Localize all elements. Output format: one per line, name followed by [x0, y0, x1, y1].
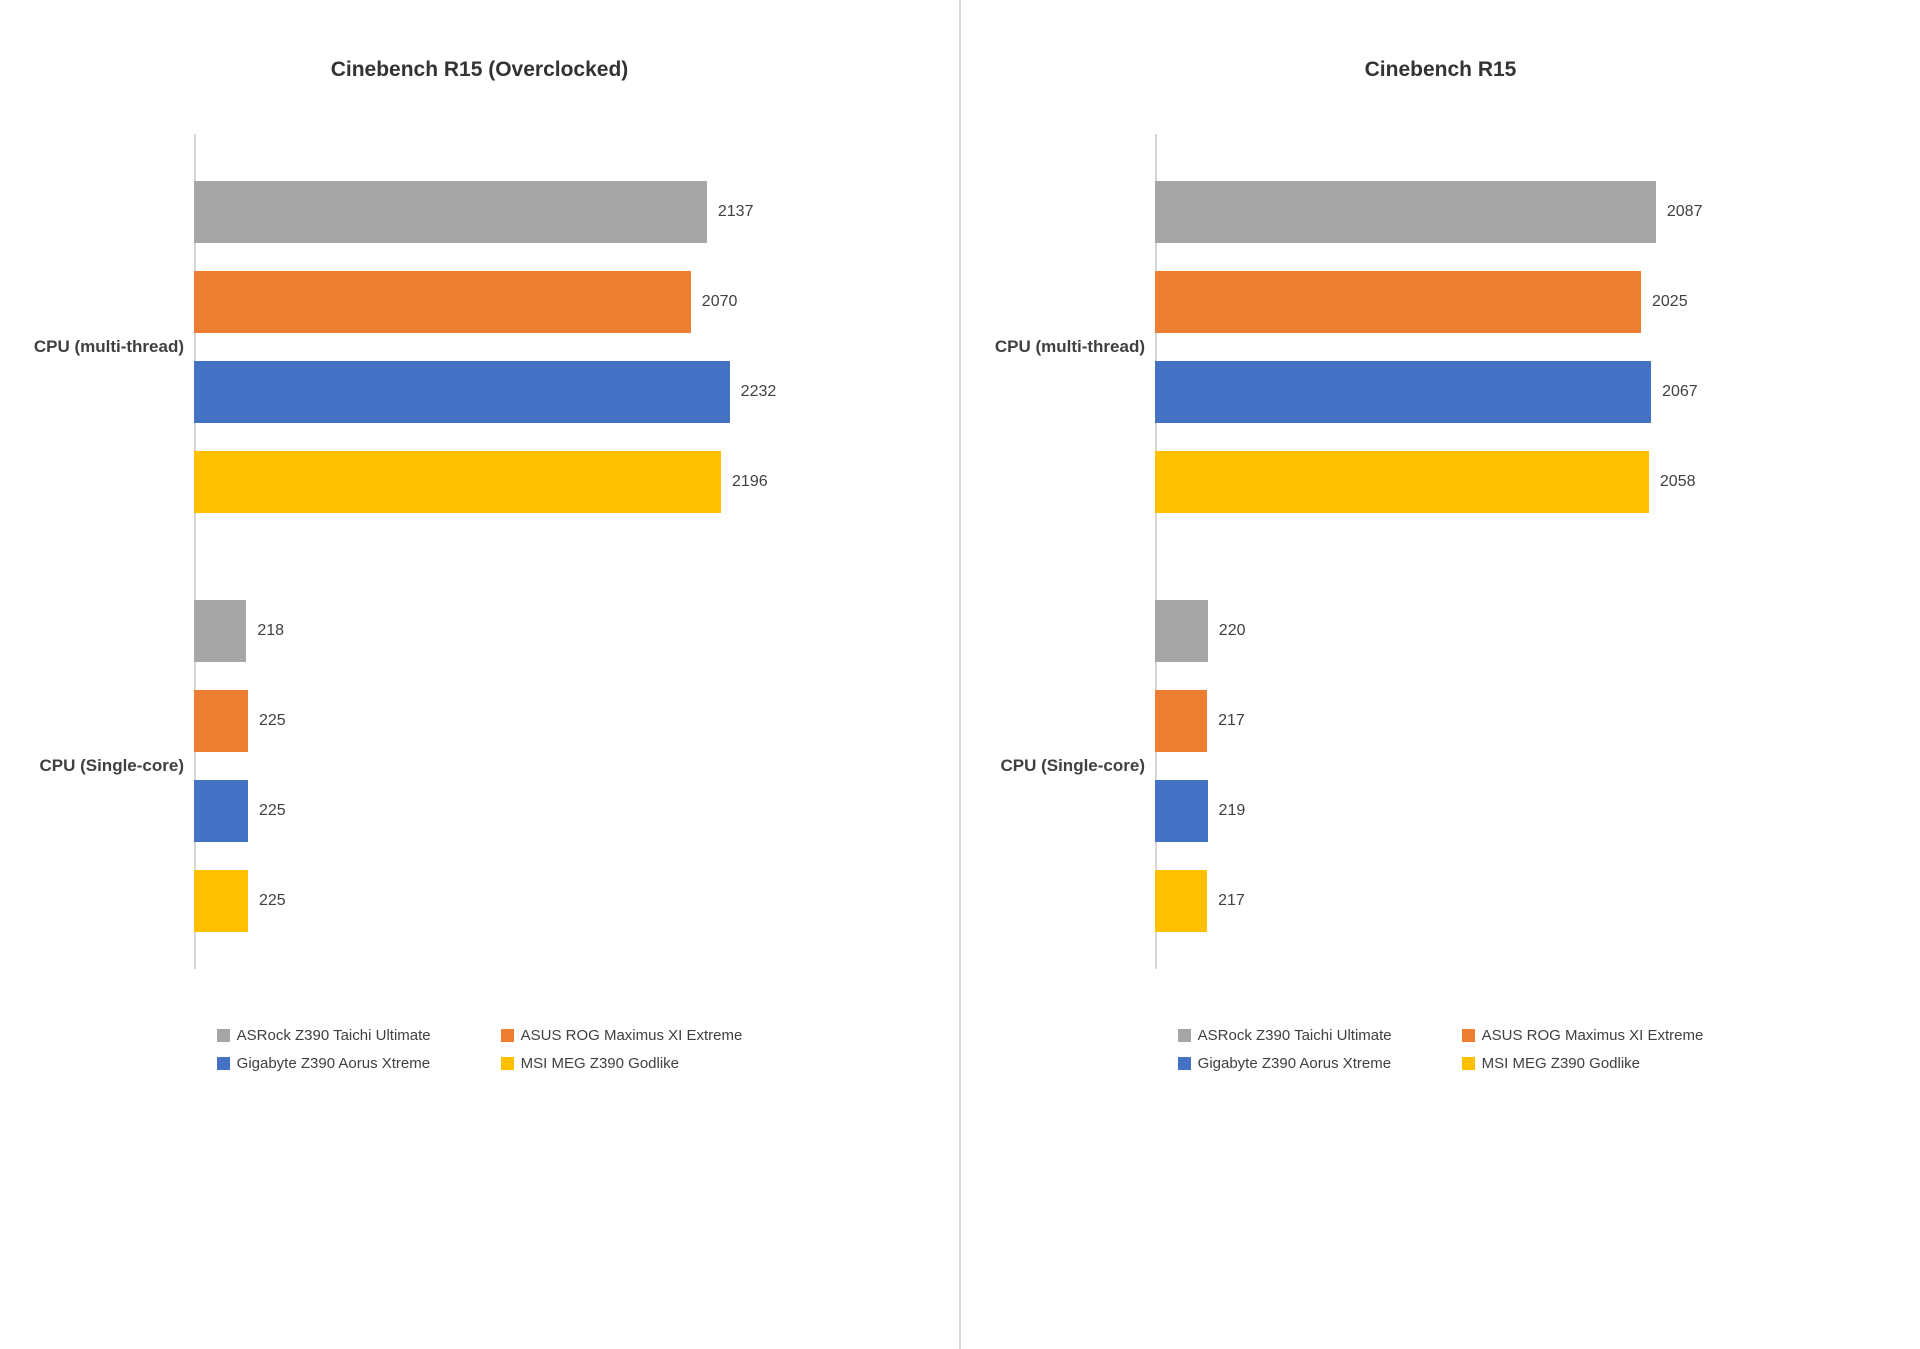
bar-value-label: 2137	[717, 203, 754, 220]
bar-row: 225	[194, 690, 794, 752]
category-label: CPU (Single-core)	[39, 756, 184, 775]
bar-msi-meg-z390-godlike	[1155, 870, 1208, 932]
bar-row: 2087	[1155, 181, 1755, 243]
chart-title: Cinebench R15	[1364, 58, 1517, 81]
bar-value-label: 225	[259, 712, 286, 729]
legend-label: ASUS ROG Maximus XI Extreme	[520, 1027, 743, 1044]
bar-row: 2196	[194, 451, 794, 513]
bar-msi-meg-z390-godlike	[1155, 451, 1649, 513]
bar-groups: CPU (multi-thread) 2087 2025 2067 2058 CPU (S…	[985, 181, 1896, 932]
legend-item-gigabyte-z390-aorus-xtreme: Gigabyte Z390 Aorus Xtreme	[1177, 1055, 1392, 1072]
bar-groups: CPU (multi-thread) 2137 2070 2232 2196 CPU (S…	[24, 181, 935, 932]
bar-stack: 2087 2025 2067 2058	[1155, 181, 1755, 513]
category-label: CPU (multi-thread)	[33, 337, 184, 356]
bar-value-label: 2067	[1662, 383, 1698, 400]
panel-divider	[959, 0, 961, 1349]
bar-value-label: 2058	[1659, 473, 1696, 490]
legend-label: MSI MEG Z390 Godlike	[1481, 1055, 1641, 1072]
bar-value-label: 2196	[732, 473, 768, 490]
y-axis-line	[194, 134, 196, 969]
bar-row: 2058	[1155, 451, 1755, 513]
plot-area: CPU (multi-thread) 2087 2025 2067 2058 CPU (S…	[985, 134, 1896, 969]
bar-value-label: 217	[1218, 892, 1245, 909]
legend-swatch	[1461, 1029, 1475, 1042]
bar-gigabyte-z390-aorus-xtreme	[194, 780, 248, 842]
category-group-cpu-single-core: CPU (Single-core) 220 217 219 217	[985, 600, 1896, 932]
category-group-cpu-multi-thread: CPU (multi-thread) 2087 2025 2067 2058	[985, 181, 1896, 513]
chart-panel-overclocked: Cinebench R15 (Overclocked) CPU (multi-t…	[0, 0, 959, 1349]
legend-item-msi-meg-z390-godlike: MSI MEG Z390 Godlike	[500, 1055, 743, 1072]
bar-value-label: 2087	[1666, 203, 1703, 220]
legend: ASRock Z390 Taichi Ultimate ASUS ROG Maxi…	[24, 1027, 935, 1072]
chart-title: Cinebench R15 (Overclocked)	[330, 58, 629, 81]
legend-swatch	[500, 1057, 514, 1070]
bar-row: 220	[1155, 600, 1755, 662]
legend-label: ASUS ROG Maximus XI Extreme	[1481, 1027, 1704, 1044]
bar-value-label: 2070	[701, 293, 738, 310]
legend-item-asus-rog-maximus-xi-extreme: ASUS ROG Maximus XI Extreme	[500, 1027, 743, 1044]
bar-value-label: 218	[257, 622, 285, 639]
bar-value-label: 2232	[740, 383, 777, 400]
bar-value-label: 217	[1218, 712, 1245, 729]
bar-gigabyte-z390-aorus-xtreme	[194, 361, 730, 423]
legend-item-gigabyte-z390-aorus-xtreme: Gigabyte Z390 Aorus Xtreme	[216, 1055, 431, 1072]
bar-value-label: 225	[259, 892, 286, 909]
legend-swatch	[1461, 1057, 1475, 1070]
bar-asrock-z390-taichi-ultimate	[194, 181, 707, 243]
legend-label: MSI MEG Z390 Godlike	[520, 1055, 680, 1072]
category-group-cpu-multi-thread: CPU (multi-thread) 2137 2070 2232 2196	[24, 181, 935, 513]
legend-swatch	[216, 1029, 230, 1042]
legend-swatch	[1177, 1029, 1191, 1042]
bar-asus-rog-maximus-xi-extreme	[1155, 690, 1208, 752]
category-group-cpu-single-core: CPU (Single-core) 218 225 225 225	[24, 600, 935, 932]
bar-value-label: 220	[1218, 622, 1246, 639]
bar-stack: 2137 2070 2232 2196	[194, 181, 794, 513]
bar-row: 218	[194, 600, 794, 662]
bar-asrock-z390-taichi-ultimate	[1155, 600, 1208, 662]
bar-value-label: 219	[1218, 802, 1246, 819]
bar-row: 2070	[194, 271, 794, 333]
category-label: CPU (multi-thread)	[994, 337, 1145, 356]
legend-label: Gigabyte Z390 Aorus Xtreme	[1197, 1055, 1392, 1072]
legend-item-msi-meg-z390-godlike: MSI MEG Z390 Godlike	[1461, 1055, 1704, 1072]
bar-row: 2137	[194, 181, 794, 243]
bar-msi-meg-z390-godlike	[194, 870, 248, 932]
bar-row: 2067	[1155, 361, 1755, 423]
bar-row: 219	[1155, 780, 1755, 842]
bar-asrock-z390-taichi-ultimate	[194, 600, 247, 662]
legend-label: ASRock Z390 Taichi Ultimate	[236, 1027, 431, 1044]
plot-area: CPU (multi-thread) 2137 2070 2232 2196 CPU (S…	[24, 134, 935, 969]
bar-asrock-z390-taichi-ultimate	[1155, 181, 1656, 243]
bar-msi-meg-z390-godlike	[194, 451, 722, 513]
legend-swatch	[216, 1057, 230, 1070]
y-axis-line	[1155, 134, 1157, 969]
legend: ASRock Z390 Taichi Ultimate ASUS ROG Maxi…	[985, 1027, 1896, 1072]
bar-asus-rog-maximus-xi-extreme	[194, 271, 691, 333]
legend-label: Gigabyte Z390 Aorus Xtreme	[236, 1055, 431, 1072]
bar-value-label: 225	[259, 802, 286, 819]
bar-value-label: 2025	[1652, 293, 1688, 310]
category-label: CPU (Single-core)	[1000, 756, 1145, 775]
bar-stack: 220 217 219 217	[1155, 600, 1755, 932]
legend-item-asrock-z390-taichi-ultimate: ASRock Z390 Taichi Ultimate	[216, 1027, 431, 1044]
bar-row: 217	[1155, 870, 1755, 932]
bar-asus-rog-maximus-xi-extreme	[1155, 271, 1641, 333]
bar-asus-rog-maximus-xi-extreme	[194, 690, 248, 752]
legend-swatch	[500, 1029, 514, 1042]
legend-swatch	[1177, 1057, 1191, 1070]
chart-panel-stock: Cinebench R15 CPU (multi-thread) 2087 2025…	[961, 0, 1920, 1349]
bar-row: 2232	[194, 361, 794, 423]
bar-row: 2025	[1155, 271, 1755, 333]
bar-stack: 218 225 225 225	[194, 600, 794, 932]
legend-item-asrock-z390-taichi-ultimate: ASRock Z390 Taichi Ultimate	[1177, 1027, 1392, 1044]
legend-item-asus-rog-maximus-xi-extreme: ASUS ROG Maximus XI Extreme	[1461, 1027, 1704, 1044]
bar-row: 225	[194, 780, 794, 842]
bar-gigabyte-z390-aorus-xtreme	[1155, 361, 1652, 423]
legend-label: ASRock Z390 Taichi Ultimate	[1197, 1027, 1392, 1044]
bar-row: 225	[194, 870, 794, 932]
bar-gigabyte-z390-aorus-xtreme	[1155, 780, 1208, 842]
bar-row: 217	[1155, 690, 1755, 752]
